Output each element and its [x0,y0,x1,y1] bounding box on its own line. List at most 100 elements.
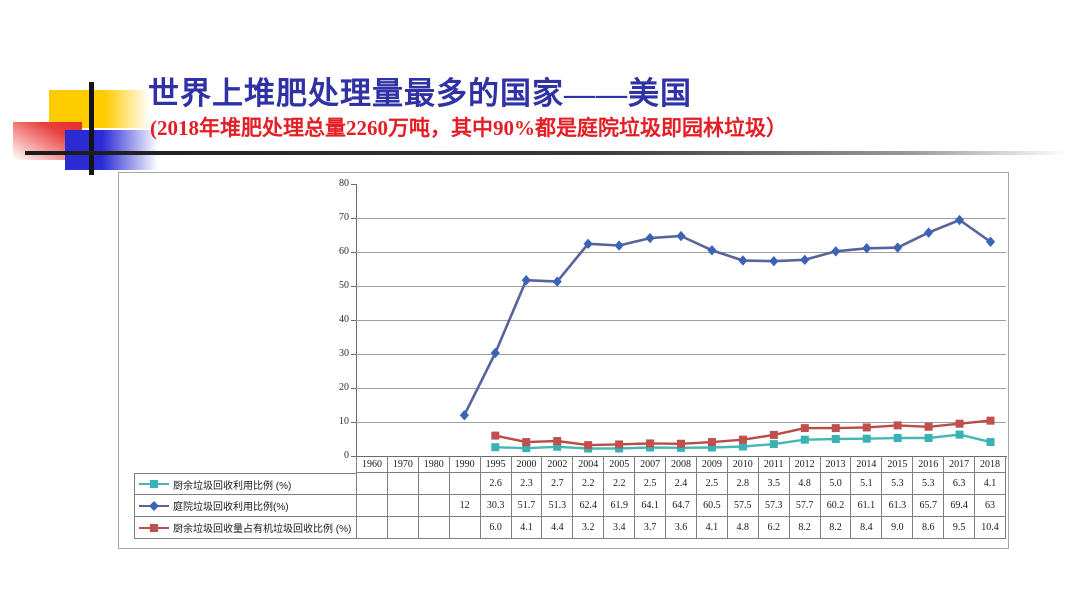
data-point-marker [893,242,903,253]
table-cell [449,473,481,495]
table-cell: 5.1 [851,473,883,495]
year-label: 2005 [604,456,636,473]
y-axis-label: 50 [339,280,349,291]
data-point-marker [738,435,747,444]
table-cell: 2.2 [604,473,636,495]
table-cell [357,495,388,517]
table-cell: 8.2 [820,517,852,539]
data-point-marker [831,435,840,443]
data-point-marker [862,434,871,443]
data-point-marker [831,246,841,257]
table-cell: 60.2 [820,495,852,517]
data-point-marker [893,433,902,442]
table-row: 庭院垃圾回收利用比例(%) 12 30.3 51.7 51.3 62.4 61.9 64.1 6… [134,495,1006,517]
data-point-marker [490,347,500,359]
data-point-marker [800,254,810,266]
table-cell: 3.6 [666,517,697,539]
legend-marker-square-icon [139,480,169,488]
y-axis-tick [351,320,356,321]
table-cell: 6.3 [944,473,976,495]
decor-horizontal-rule [25,151,1068,155]
y-axis-label: 0 [344,450,349,461]
legend-marker-square-icon [139,523,169,532]
y-axis-tick [351,388,356,389]
gridline [356,388,1006,389]
year-label: 2015 [882,456,914,473]
y-axis-tick [351,184,356,185]
y-axis-tick [351,218,356,219]
data-point-marker [955,430,964,439]
table-cell: 61.1 [851,495,883,517]
year-label: 1960 [357,456,388,473]
y-axis-label: 40 [339,314,349,325]
table-cell: 4.8 [727,517,759,539]
y-axis-label: 20 [339,382,349,393]
legend-series-name: 厨余垃圾回收利用比例 (%) [173,480,292,492]
data-point-marker [521,275,531,286]
year-label: 2017 [944,456,976,473]
table-cell [357,473,388,495]
year-label: 2002 [542,456,574,473]
table-cell: 2.5 [635,473,667,495]
table-cell: 10.4 [975,517,1006,539]
data-point-marker [955,419,964,428]
year-label: 2007 [635,456,667,473]
data-point-marker [707,438,716,447]
year-label: 1980 [418,456,450,473]
data-point-marker [522,438,531,447]
table-cell [387,517,419,539]
table-cell: 57.5 [727,495,759,517]
slide-title: 世界上堆肥处理量最多的国家——美国 [148,76,692,111]
data-point-marker [552,276,562,287]
table-cell [449,517,481,539]
year-label: 2008 [666,456,697,473]
table-cell: 6.2 [758,517,790,539]
data-point-marker [986,416,995,425]
table-cell: 51.7 [511,495,543,517]
data-point-marker [677,439,685,448]
data-point-marker [553,442,562,451]
table-cell: 2.8 [727,473,759,495]
data-point-marker [677,443,685,452]
decor-yellow-rect [49,90,150,128]
y-axis-tick [351,422,356,423]
table-cell: 30.3 [480,495,512,517]
table-cell: 2.5 [696,473,728,495]
table-cell: 4.8 [789,473,821,495]
table-cell: 3.2 [573,517,605,539]
data-point-marker [800,435,809,444]
data-point-marker [986,438,995,447]
table-cell: 61.9 [604,495,636,517]
year-label: 2012 [789,456,821,473]
data-point-marker [738,442,747,451]
gridline [356,252,1006,253]
table-cell: 9.5 [944,517,976,539]
data-point-marker [769,430,778,439]
table-cell: 8.2 [789,517,821,539]
decor-blue-rect [65,130,158,170]
table-cell: 2.7 [542,473,574,495]
legend-cell: 庭院垃圾回收利用比例(%) [135,495,357,517]
table-cell: 2.4 [666,473,697,495]
table-cell: 9.0 [882,517,914,539]
table-cell: 5.0 [820,473,852,495]
table-cell [387,495,419,517]
table-cell [357,517,388,539]
table-cell: 3.5 [758,473,790,495]
gridline [356,422,1006,423]
data-point-marker [645,232,655,244]
data-point-marker [614,240,624,251]
line-chart-svg [459,214,996,453]
table-cell [418,473,450,495]
table-cell: 63 [975,495,1006,517]
table-cell [418,517,450,539]
chart: 0 10 20 30 40 50 60 70 80 1960 1970 1980 1990 1995 20… [118,172,1009,549]
y-axis-label: 10 [339,416,349,427]
y-axis-tick [351,354,356,355]
year-label: 2010 [727,456,759,473]
series-line [463,218,992,416]
legend-cell: 厨余垃圾回收量占有机垃圾回收比例 (%) [135,517,357,539]
table-cell: 51.3 [542,495,574,517]
year-label: 2013 [820,456,852,473]
gridline [356,354,1006,355]
